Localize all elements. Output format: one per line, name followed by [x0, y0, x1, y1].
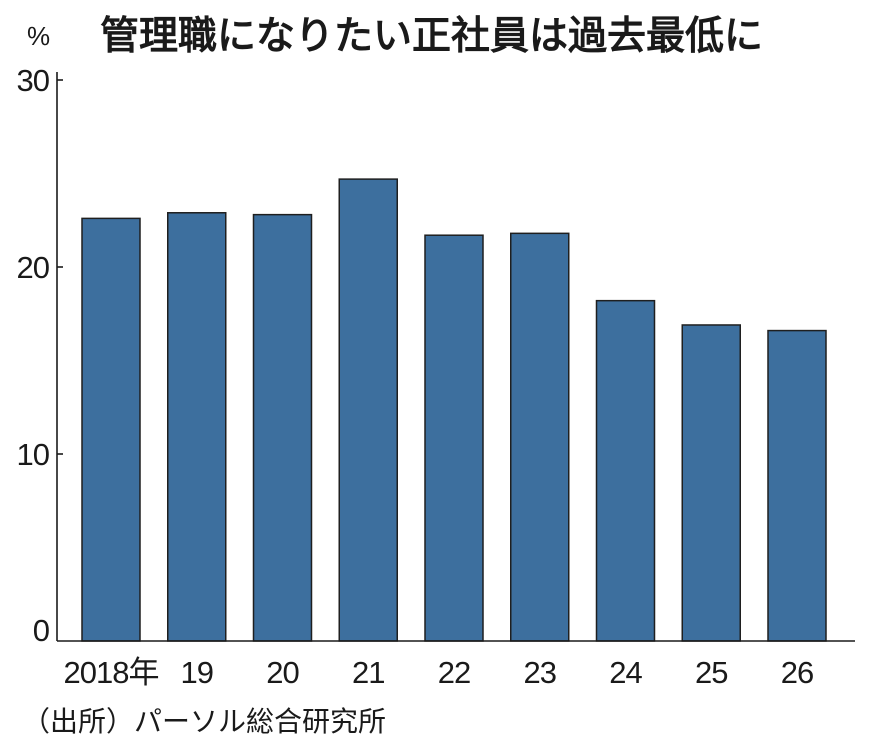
- source-note: （出所）パーソル総合研究所: [22, 705, 387, 738]
- bar-19: [167, 212, 227, 642]
- x-tick-label-23: 23: [524, 655, 556, 690]
- y-tick-label-0: 0: [33, 613, 50, 648]
- chart-title: 管理職になりたい正社員は過去最低に: [100, 14, 764, 59]
- x-tick-label-21: 21: [352, 655, 384, 690]
- bar-23: [510, 232, 570, 642]
- x-tick-label-22: 22: [438, 655, 470, 690]
- bar-25: [681, 324, 741, 642]
- y-axis-ticks: 0 10 20 30: [17, 63, 63, 648]
- bar-22: [424, 234, 484, 642]
- x-axis-tick-labels: 2018年 19 20 21 22 23 24 25 26: [64, 655, 815, 690]
- y-tick-label-10: 10: [17, 437, 50, 472]
- x-tick-label-19: 19: [181, 655, 213, 690]
- bar-21: [338, 178, 398, 642]
- x-tick-label-25: 25: [695, 655, 727, 690]
- x-tick-label-24: 24: [609, 655, 642, 690]
- x-tick-label-26: 26: [781, 655, 813, 690]
- bar-20: [252, 213, 313, 642]
- bar-2018: [81, 217, 141, 642]
- bar-26: [767, 329, 827, 642]
- y-tick-label-30: 30: [17, 63, 50, 98]
- y-axis-unit-label: %: [27, 21, 51, 51]
- x-tick-label-20: 20: [266, 655, 299, 690]
- x-tick-label-2018: 2018年: [64, 655, 159, 690]
- bar-series: [81, 178, 827, 642]
- y-tick-label-20: 20: [17, 250, 50, 285]
- bar-24: [595, 299, 656, 642]
